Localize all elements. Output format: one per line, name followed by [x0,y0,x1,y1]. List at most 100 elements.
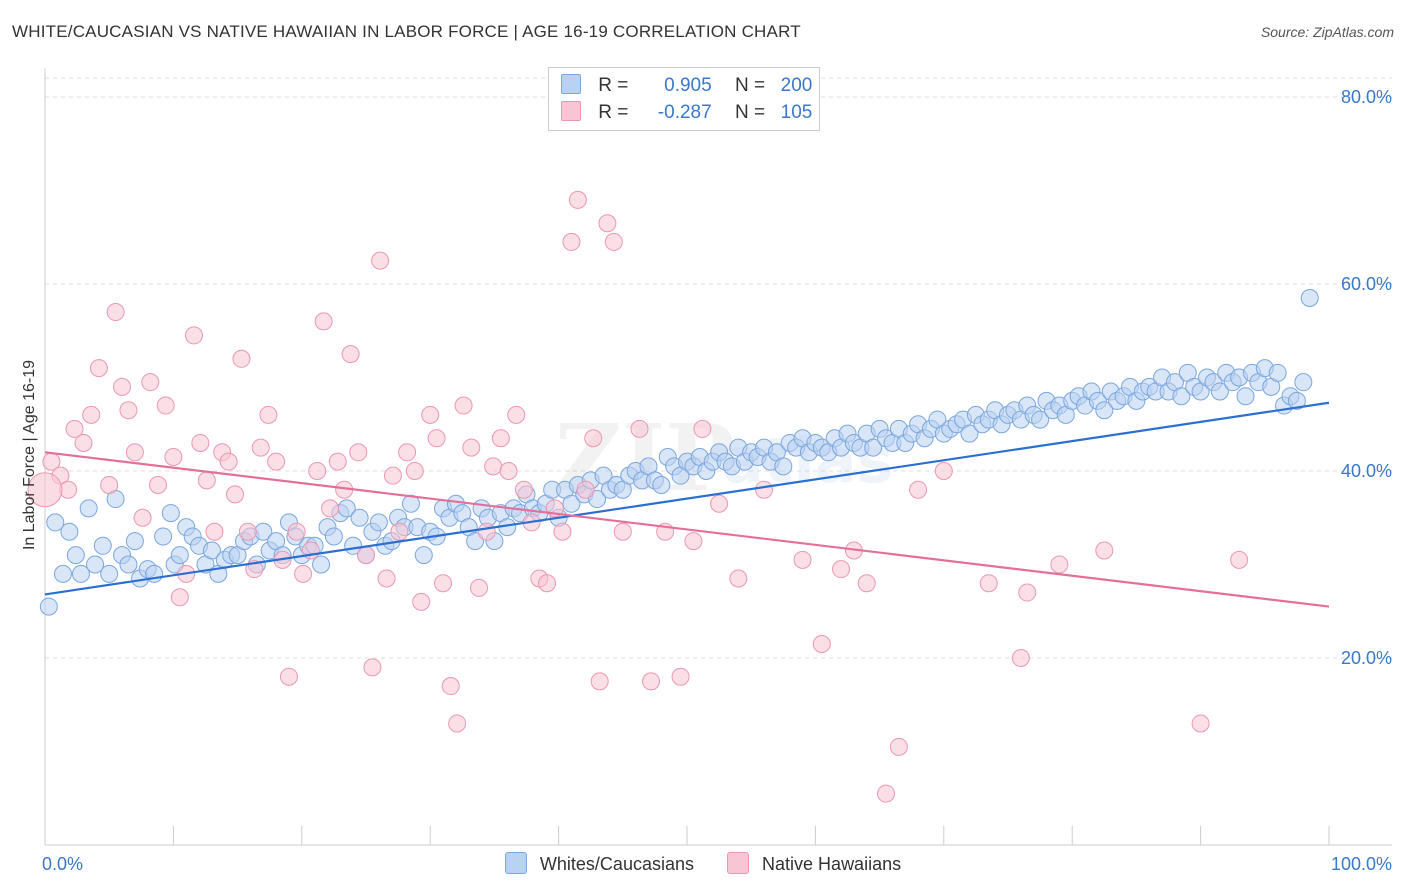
data-point [197,471,216,490]
data-point [86,555,105,574]
data-point [71,564,90,583]
data-point [93,536,112,555]
data-point [390,522,409,541]
data-point [405,462,424,480]
data-point [1210,382,1229,401]
data-point [371,251,390,270]
data-point [106,303,125,322]
data-point [469,578,488,597]
data-point [79,499,98,518]
data-point [287,522,306,541]
stats-swatch-pink [561,101,581,121]
data-point [363,658,382,677]
data-point [507,405,526,424]
y-axis-label: In Labor Force | Age 16-19 [21,359,38,551]
data-point [226,485,245,504]
data-point [156,396,175,415]
trend-line [44,451,1330,608]
data-point [877,784,896,803]
legend-label: Whites/Caucasians [539,854,694,874]
data-point [154,527,173,546]
data-point [1031,410,1050,429]
data-point [279,667,298,686]
data-point [377,569,396,588]
data-point [191,433,210,452]
data-point [100,476,119,495]
data-point [427,429,446,448]
legend-item-hawaiians[interactable]: Native Hawaiians [727,852,901,875]
data-point [398,443,417,462]
data-point [812,634,831,653]
data-point [267,452,286,471]
data-point [590,672,609,691]
data-point [832,560,851,579]
data-point [66,546,85,565]
data-point [89,359,108,378]
data-point [46,513,65,532]
data-point [671,667,690,686]
data-point [141,373,160,392]
data-point [184,326,203,345]
x-tick-label: 100.0% [1331,854,1392,874]
y-tick-label: 80.0% [1341,87,1392,107]
trend-lines [44,401,1330,608]
data-point [642,672,661,691]
data-point [238,522,257,541]
data-point [652,476,671,495]
stats-swatch-blue [561,74,581,94]
data-point [909,480,928,499]
data-point [100,564,119,583]
legend-swatch-pink [727,852,750,874]
data-point [1230,550,1249,569]
trend-line [44,401,1330,596]
legend-item-whites[interactable]: Whites/Caucasians [504,852,694,875]
data-point [889,737,908,756]
data-point [259,405,278,424]
data-point [613,522,632,541]
data-point [421,405,440,424]
data-point [693,419,712,438]
data-point [1300,289,1319,308]
data-point [979,574,998,593]
data-point [328,452,347,471]
data-point [598,214,617,233]
data-point [314,312,333,331]
data-point [1236,387,1255,406]
data-point [484,457,503,476]
stats-box: R = 0.905 N = 200 R = -0.287 N = 105 [548,67,820,131]
data-point [864,438,883,457]
data-point [245,560,264,579]
data-point [74,433,93,452]
data-point [604,232,623,251]
data-point [170,588,189,607]
data-point [477,522,496,541]
data-point [1294,373,1313,392]
stats-r-label: R = [598,102,629,123]
data-point [125,532,144,551]
data-point [324,527,343,546]
data-point [1095,541,1114,560]
data-point [774,457,793,476]
data-point [434,574,453,593]
data-point [350,508,369,527]
data-point [27,472,63,508]
source-label: Source: ZipAtlas.com [1260,24,1394,40]
y-tick-label: 20.0% [1341,648,1392,668]
data-point [1191,714,1210,733]
stats-n-label: N = [734,75,766,96]
data-point [1011,649,1030,667]
data-point [170,546,189,565]
data-point [729,569,748,588]
data-point [710,494,729,513]
data-point [148,476,167,495]
chart-title: WHITE/CAUCASIAN VS NATIVE HAWAIIAN IN LA… [12,22,801,41]
data-point [755,480,774,499]
data-point [412,592,431,611]
legend-label: Native Hawaiians [762,854,902,874]
data-point [251,438,270,457]
series-native-hawaiians [27,190,1249,803]
data-point [684,532,703,551]
data-point [65,419,84,438]
stats-r-label: R = [598,75,629,96]
